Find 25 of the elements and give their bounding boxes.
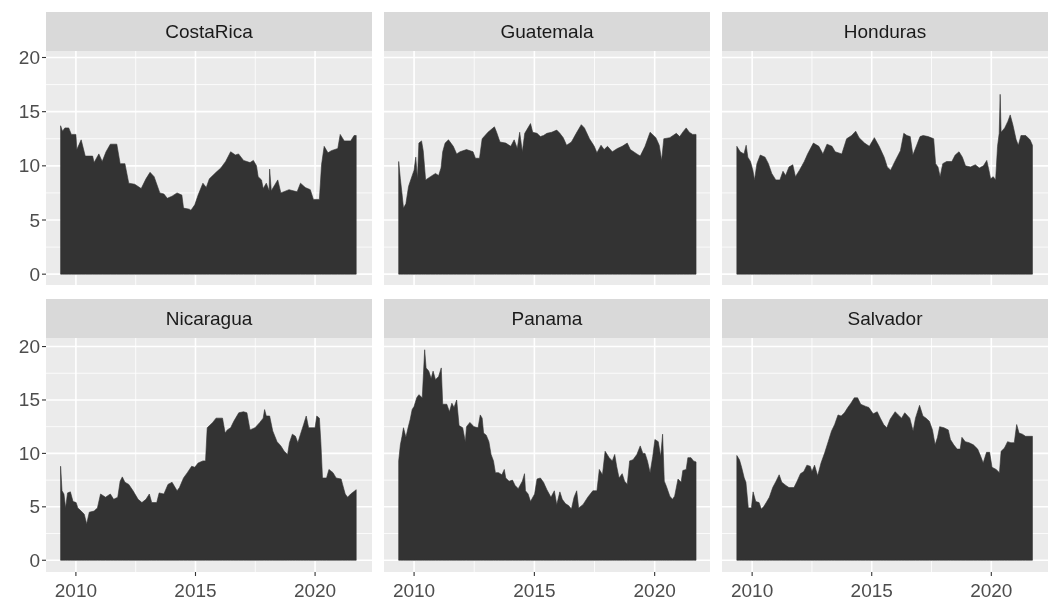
x-tick-label: 2020 [970,580,1013,601]
x-tick-label: 2020 [633,580,676,601]
y-tick-label: 20 [18,336,40,358]
x-tick-label: 2010 [731,580,774,601]
y-tick-label: 0 [29,549,40,571]
y-tick-label: 15 [18,389,40,411]
y-tick-label: 10 [18,442,40,464]
chart-title: Panama [511,308,583,329]
chart-title: Guatemala [500,21,594,42]
y-tick-label: 20 [18,47,40,68]
x-tick-label: 2015 [174,580,217,601]
y-tick-label: 10 [18,155,40,177]
y-tick-label: 0 [29,263,40,285]
chart-title: Nicaragua [165,308,253,329]
x-tick-label: 2015 [513,580,556,601]
x-tick-label: 2010 [392,580,436,601]
y-tick-label: 5 [29,496,40,518]
y-tick-label: 15 [18,101,40,123]
x-tick-label: 2020 [293,580,337,601]
x-tick-label: 2015 [850,580,893,601]
chart-title: Salvador [847,308,924,329]
chart-title: CostaRica [165,21,254,42]
y-tick-label: 5 [29,209,40,231]
x-tick-label: 2010 [54,580,98,601]
chart-title: Honduras [843,21,927,42]
